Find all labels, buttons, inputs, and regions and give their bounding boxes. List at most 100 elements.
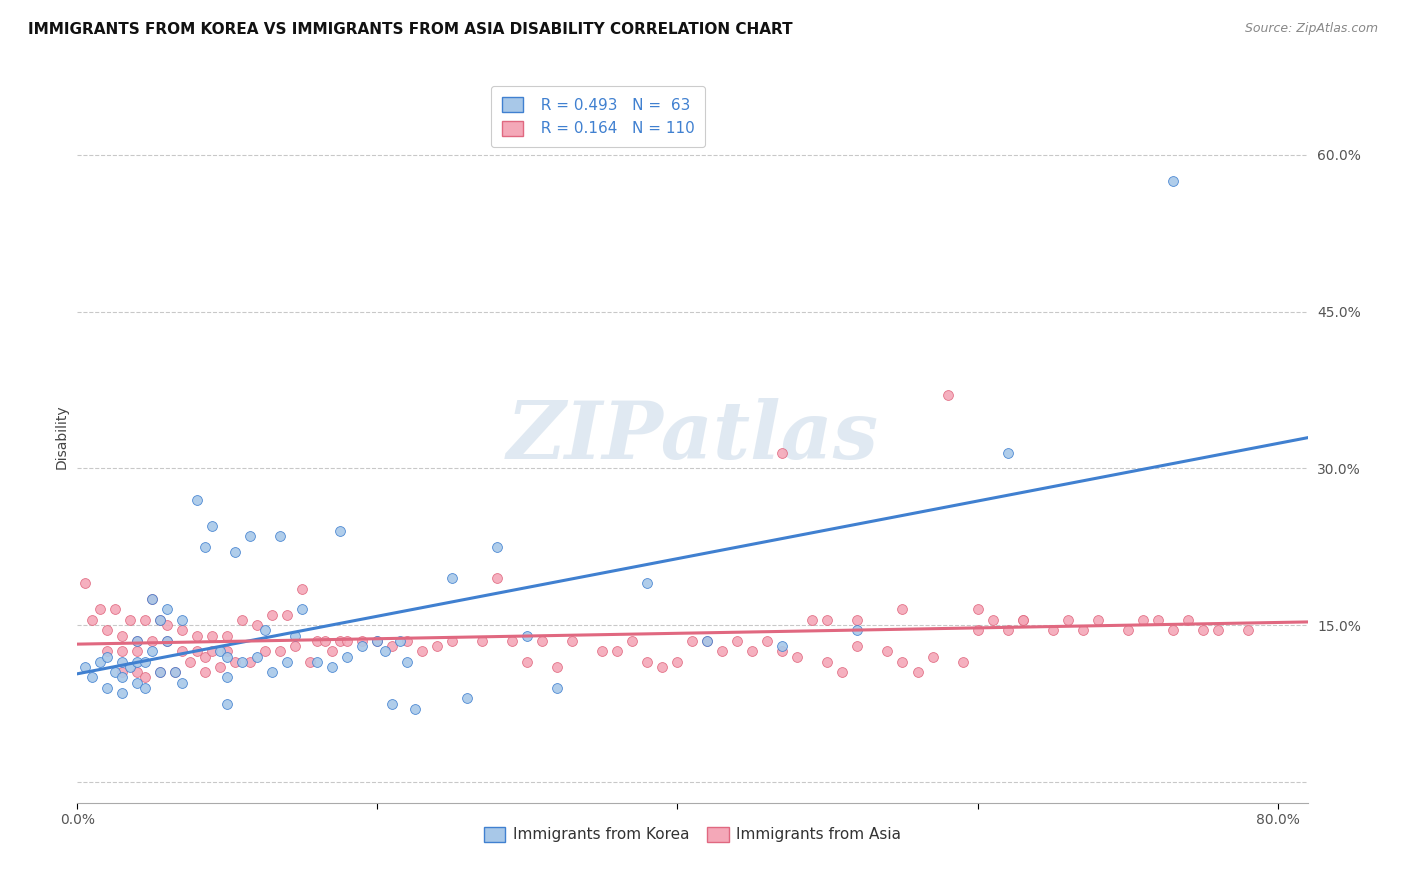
Point <box>104 602 127 616</box>
Point <box>321 644 343 658</box>
Point <box>149 613 172 627</box>
Point <box>156 633 179 648</box>
Point <box>801 613 824 627</box>
Point <box>111 665 134 680</box>
Point <box>891 602 914 616</box>
Point <box>224 655 246 669</box>
Point <box>134 655 156 669</box>
Point <box>246 649 269 664</box>
Point <box>696 633 718 648</box>
Point <box>936 388 959 402</box>
Y-axis label: Disability: Disability <box>55 405 69 469</box>
Point <box>441 633 464 648</box>
Point <box>262 607 284 622</box>
Point <box>486 571 509 585</box>
Point <box>141 644 163 658</box>
Point <box>111 670 134 684</box>
Text: Source: ZipAtlas.com: Source: ZipAtlas.com <box>1244 22 1378 36</box>
Point <box>269 529 291 543</box>
Point <box>329 524 352 538</box>
Point <box>682 633 704 648</box>
Point <box>134 681 156 695</box>
Point <box>772 644 794 658</box>
Point <box>73 660 96 674</box>
Point <box>96 649 118 664</box>
Point <box>141 592 163 607</box>
Point <box>1161 174 1184 188</box>
Point <box>516 655 538 669</box>
Point <box>156 602 179 616</box>
Point <box>966 602 988 616</box>
Point <box>201 629 224 643</box>
Point <box>253 644 276 658</box>
Point <box>396 655 419 669</box>
Point <box>239 529 262 543</box>
Point <box>486 540 509 554</box>
Point <box>1116 624 1139 638</box>
Point <box>366 633 388 648</box>
Point <box>1011 613 1033 627</box>
Point <box>127 665 149 680</box>
Point <box>396 633 419 648</box>
Point <box>208 644 231 658</box>
Point <box>388 633 411 648</box>
Point <box>269 644 291 658</box>
Point <box>516 629 538 643</box>
Point <box>201 644 224 658</box>
Point <box>82 670 104 684</box>
Point <box>194 665 217 680</box>
Point <box>284 629 307 643</box>
Point <box>96 681 118 695</box>
Point <box>501 633 523 648</box>
Point <box>186 644 208 658</box>
Point <box>172 613 194 627</box>
Point <box>163 665 186 680</box>
Point <box>298 655 321 669</box>
Point <box>772 639 794 653</box>
Point <box>846 639 869 653</box>
Point <box>127 633 149 648</box>
Point <box>172 675 194 690</box>
Point <box>531 633 554 648</box>
Point <box>118 613 141 627</box>
Point <box>321 660 343 674</box>
Point <box>997 624 1019 638</box>
Point <box>1132 613 1154 627</box>
Point <box>141 592 163 607</box>
Point <box>561 633 583 648</box>
Point <box>73 576 96 591</box>
Point <box>817 613 839 627</box>
Point <box>156 633 179 648</box>
Point <box>352 639 374 653</box>
Point <box>149 665 172 680</box>
Point <box>186 492 208 507</box>
Point <box>471 633 494 648</box>
Text: ZIPatlas: ZIPatlas <box>506 399 879 475</box>
Point <box>111 655 134 669</box>
Point <box>456 691 478 706</box>
Point <box>134 670 156 684</box>
Point <box>104 665 127 680</box>
Text: IMMIGRANTS FROM KOREA VS IMMIGRANTS FROM ASIA DISABILITY CORRELATION CHART: IMMIGRANTS FROM KOREA VS IMMIGRANTS FROM… <box>28 22 793 37</box>
Point <box>231 655 253 669</box>
Point <box>111 629 134 643</box>
Point <box>172 624 194 638</box>
Point <box>194 649 217 664</box>
Point <box>651 660 673 674</box>
Point <box>921 649 943 664</box>
Point <box>194 540 217 554</box>
Point <box>966 624 988 638</box>
Point <box>217 649 239 664</box>
Point <box>1236 624 1258 638</box>
Point <box>876 644 898 658</box>
Point <box>149 665 172 680</box>
Point <box>756 633 779 648</box>
Point <box>1191 624 1213 638</box>
Point <box>89 602 111 616</box>
Point <box>201 519 224 533</box>
Legend: Immigrants from Korea, Immigrants from Asia: Immigrants from Korea, Immigrants from A… <box>475 819 910 850</box>
Point <box>636 576 658 591</box>
Point <box>307 655 329 669</box>
Point <box>636 655 658 669</box>
Point <box>411 644 433 658</box>
